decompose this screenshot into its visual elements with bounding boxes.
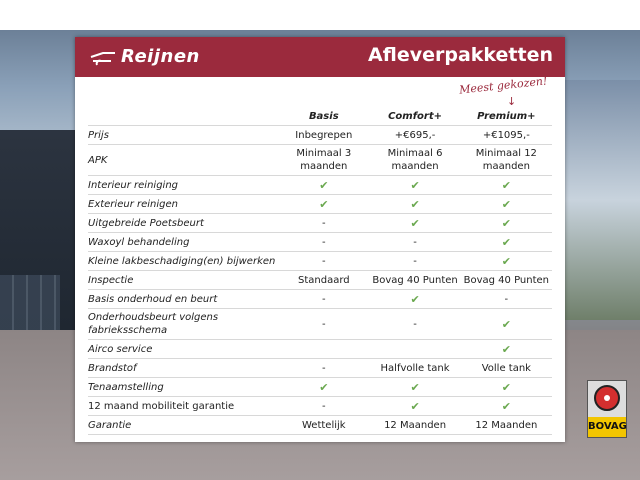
row-label: Uitgebreide Poetsbeurt <box>88 213 279 233</box>
cell-premium: Volle tank <box>460 358 552 378</box>
check-icon: ✔ <box>278 194 370 214</box>
cell-basis: Wettelijk <box>278 415 370 435</box>
table-row: Waxoyl behandeling - - ✔ <box>88 232 552 252</box>
row-label: Exterieur reinigen <box>88 194 279 214</box>
row-label: APK <box>88 144 279 176</box>
check-icon: ✔ <box>460 213 552 233</box>
cell-basis: - <box>278 308 370 340</box>
check-icon: ✔ <box>460 194 552 214</box>
background-building <box>0 130 75 415</box>
cell-premium: Bovag 40 Punten <box>460 270 552 290</box>
column-header-comfort: Comfort+ <box>369 107 461 126</box>
check-icon: ✔ <box>460 339 552 359</box>
column-header-label <box>88 107 279 126</box>
row-label: Brandstof <box>88 358 279 378</box>
page-title: Afleverpakketten <box>368 44 553 66</box>
cell-premium: Minimaal 12 maanden <box>460 144 552 176</box>
row-label: Onderhoudsbeurt volgens fabrieksschema <box>88 308 279 340</box>
cell-basis: - <box>278 289 370 309</box>
header-band: Reijnen Afleverpakketten <box>75 37 565 77</box>
cell-basis: - <box>278 251 370 271</box>
cell-comfort: +€695,- <box>369 125 461 145</box>
bovag-emblem-icon <box>594 385 620 411</box>
check-icon: ✔ <box>460 175 552 195</box>
cell-basis: Standaard <box>278 270 370 290</box>
row-label: Prijs <box>88 125 279 145</box>
column-header-basis: Basis <box>278 107 370 126</box>
check-icon: ✔ <box>460 232 552 252</box>
table-row: Prijs Inbegrepen +€695,- +€1095,- <box>88 125 552 145</box>
row-label: Garantie <box>88 415 279 435</box>
table-row: Exterieur reinigen ✔ ✔ ✔ <box>88 194 552 214</box>
cell-comfort: - <box>369 251 461 271</box>
check-icon: ✔ <box>460 308 552 340</box>
table-row: Interieur reiniging ✔ ✔ ✔ <box>88 175 552 195</box>
table-row: 12 maand mobiliteit garantie - ✔ ✔ <box>88 396 552 416</box>
table-row: Basis onderhoud en beurt - ✔ - <box>88 289 552 309</box>
row-label: Airco service <box>88 339 279 359</box>
cell-basis: Minimaal 3 maanden <box>278 144 370 176</box>
table-row: Tenaamstelling ✔ ✔ ✔ <box>88 377 552 397</box>
table-row: Garantie Wettelijk 12 Maanden 12 Maanden <box>88 415 552 435</box>
logo: Reijnen <box>89 43 200 69</box>
check-icon: ✔ <box>460 377 552 397</box>
check-icon: ✔ <box>369 213 461 233</box>
background-flags <box>565 80 640 320</box>
cell-premium: - <box>460 289 552 309</box>
cell-comfort: Bovag 40 Punten <box>369 270 461 290</box>
check-icon: ✔ <box>278 175 370 195</box>
check-icon: ✔ <box>369 396 461 416</box>
cell-basis: - <box>278 358 370 378</box>
check-icon: ✔ <box>369 377 461 397</box>
cell-comfort: - <box>369 308 461 340</box>
cell-basis: - <box>278 213 370 233</box>
most-chosen-tagline: Meest gekozen! <box>458 74 548 97</box>
cell-comfort: Minimaal 6 maanden <box>369 144 461 176</box>
check-icon: ✔ <box>369 175 461 195</box>
packages-table: Basis Comfort+ Premium+ Prijs Inbegrepen +… <box>88 107 552 435</box>
check-icon: ✔ <box>369 194 461 214</box>
car-logo-icon <box>90 52 115 66</box>
bovag-text: BOVAG <box>588 417 627 437</box>
cell-premium: 12 Maanden <box>460 415 552 435</box>
row-label: Inspectie <box>88 270 279 290</box>
check-icon: ✔ <box>369 289 461 309</box>
row-label: 12 maand mobiliteit garantie <box>88 396 279 416</box>
row-label: Tenaamstelling <box>88 377 279 397</box>
package-card: Reijnen Afleverpakketten Meest gekozen! … <box>75 37 565 442</box>
cell-comfort: Halfvolle tank <box>369 358 461 378</box>
table-row: Inspectie Standaard Bovag 40 Punten Bovag 4… <box>88 270 552 290</box>
table-row: Onderhoudsbeurt volgens fabrieksschema - -… <box>88 308 552 340</box>
check-icon: ✔ <box>278 377 370 397</box>
cell-basis: - <box>278 396 370 416</box>
row-label: Interieur reiniging <box>88 175 279 195</box>
cell-comfort <box>369 339 461 359</box>
table-row: APK Minimaal 3 maanden Minimaal 6 maanden M… <box>88 144 552 176</box>
bovag-badge: BOVAG <box>587 380 627 438</box>
check-icon: ✔ <box>460 251 552 271</box>
table-row: Brandstof - Halfvolle tank Volle tank <box>88 358 552 378</box>
cell-comfort: - <box>369 232 461 252</box>
row-label: Basis onderhoud en beurt <box>88 289 279 309</box>
row-label: Kleine lakbeschadiging(en) bijwerken <box>88 251 279 271</box>
cell-premium: +€1095,- <box>460 125 552 145</box>
arrow-down-icon: ↓ <box>507 95 517 108</box>
row-label: Waxoyl behandeling <box>88 232 279 252</box>
background-top <box>0 0 640 30</box>
logo-text: Reijnen <box>121 45 200 67</box>
column-header-premium: Premium+ <box>460 107 552 126</box>
cell-basis <box>278 339 370 359</box>
cell-comfort: 12 Maanden <box>369 415 461 435</box>
cell-basis: - <box>278 232 370 252</box>
table-row: Kleine lakbeschadiging(en) bijwerken - - ✔ <box>88 251 552 271</box>
table-header-row: Basis Comfort+ Premium+ <box>88 107 552 126</box>
table-row: Airco service ✔ <box>88 339 552 359</box>
cell-basis: Inbegrepen <box>278 125 370 145</box>
check-icon: ✔ <box>460 396 552 416</box>
table-row: Uitgebreide Poetsbeurt - ✔ ✔ <box>88 213 552 233</box>
